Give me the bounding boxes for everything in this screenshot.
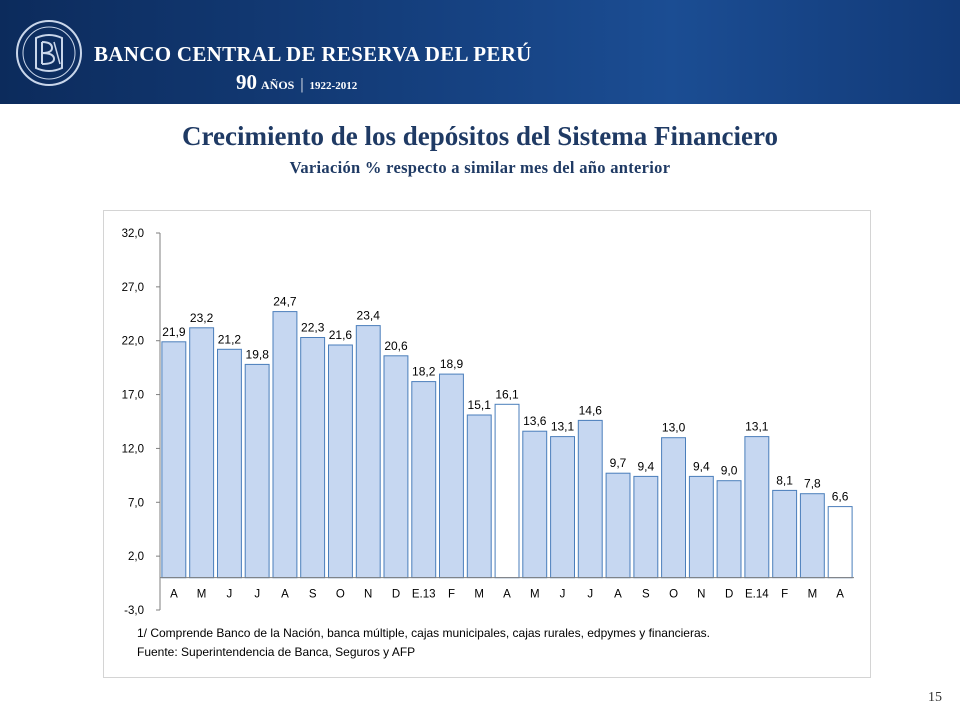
- bank-name: BANCO CENTRAL DE RESERVA DEL PERÚ: [94, 42, 532, 66]
- x-tick-label: M: [530, 589, 540, 601]
- anniversary-separator: |: [300, 76, 304, 93]
- x-tick-label: M: [197, 589, 207, 601]
- data-label: 15,1: [468, 398, 492, 412]
- bar: [716, 480, 742, 579]
- slide-title: Crecimiento de los depósitos del Sistema…: [182, 121, 778, 151]
- y-tick-label: 22,0: [122, 336, 144, 348]
- bar: [355, 325, 381, 579]
- bar: [633, 475, 659, 579]
- x-tick-label: O: [669, 589, 678, 601]
- data-label: 13,6: [523, 414, 547, 428]
- x-tick-label: F: [781, 589, 788, 601]
- x-tick-label: A: [836, 589, 844, 601]
- bar: [577, 419, 603, 579]
- bar: [605, 472, 631, 579]
- bar: [272, 311, 298, 579]
- slide-subtitle: Variación % respecto a similar mes del a…: [289, 158, 671, 177]
- data-label: 18,9: [440, 357, 464, 371]
- bar: [328, 344, 353, 579]
- x-tick-label: A: [170, 589, 178, 601]
- chart-frame: 21,9 A 23,2 M 21,2 J 19,8 J 24,7 A 22,3 S 21,6 O 23,4 N…: [103, 210, 871, 678]
- data-label: 8,1: [776, 473, 793, 487]
- x-tick-label: A: [281, 589, 289, 601]
- x-tick-label: N: [697, 589, 705, 601]
- bar: [411, 381, 437, 579]
- deposits-growth-chart: 21,9 A 23,2 M 21,2 J 19,8 J 24,7 A 22,3 S 21,6 O 23,4 N…: [122, 228, 854, 617]
- data-label: 14,6: [579, 403, 603, 417]
- page-number: 15: [928, 690, 942, 705]
- x-tick-label: D: [725, 589, 733, 601]
- data-label: 23,2: [190, 311, 214, 325]
- data-label: 9,4: [693, 459, 710, 473]
- bar: [189, 327, 215, 579]
- bar: [688, 475, 714, 579]
- data-label: 21,6: [329, 328, 353, 342]
- x-tick-label: E.13: [412, 589, 436, 601]
- data-label: 19,8: [246, 347, 270, 361]
- x-tick-label: S: [642, 589, 650, 601]
- data-label: 23,4: [357, 309, 381, 323]
- bcrp-seal-logo: [16, 20, 82, 86]
- y-tick-label: 17,0: [122, 390, 144, 402]
- bar: [244, 363, 270, 579]
- anniversary-years: 1922-2012: [309, 80, 358, 92]
- data-label: 13,1: [551, 420, 575, 434]
- data-label: 13,1: [745, 420, 769, 434]
- x-tick-label: E.14: [745, 589, 769, 601]
- x-tick-label: J: [227, 589, 233, 601]
- x-tick-label: O: [336, 589, 345, 601]
- bar: [300, 337, 326, 579]
- data-label: 6,6: [832, 490, 849, 504]
- header-band: BANCO CENTRAL DE RESERVA DEL PERÚ 90 AÑOS…: [0, 0, 960, 104]
- bar: [217, 348, 242, 579]
- data-label: 21,9: [162, 325, 186, 339]
- x-tick-label: M: [474, 589, 484, 601]
- bar: [744, 436, 770, 579]
- anniversary-tagline: 90 AÑOS | 1922-2012: [236, 70, 357, 95]
- x-tick-label: N: [364, 589, 372, 601]
- y-tick-label: -3,0: [124, 605, 144, 617]
- bar: [161, 341, 187, 579]
- data-label: 13,0: [662, 421, 686, 435]
- anniversary-number: 90: [236, 70, 257, 94]
- bar: [827, 506, 853, 579]
- data-label: 20,6: [384, 339, 408, 353]
- x-tick-label: S: [309, 589, 317, 601]
- bar: [550, 436, 576, 579]
- x-tick-label: J: [254, 589, 260, 601]
- data-label: 21,2: [218, 332, 242, 346]
- bar: [661, 437, 686, 579]
- x-tick-label: A: [503, 589, 511, 601]
- y-tick-label: 2,0: [128, 551, 144, 563]
- bar: [383, 355, 409, 579]
- data-label: 9,0: [721, 464, 738, 478]
- data-label: 9,4: [637, 459, 654, 473]
- y-tick-label: 32,0: [122, 228, 144, 240]
- bar: [522, 430, 548, 579]
- x-tick-label: F: [448, 589, 455, 601]
- x-tick-label: J: [587, 589, 593, 601]
- bar: [494, 403, 520, 579]
- data-label: 9,7: [610, 456, 627, 470]
- data-label: 24,7: [273, 295, 297, 309]
- data-label: 22,3: [301, 321, 325, 335]
- bar: [466, 414, 492, 579]
- bar: [799, 493, 825, 579]
- chart-source: Fuente: Superintendencia de Banca, Segur…: [137, 645, 416, 659]
- bar: [772, 489, 798, 579]
- x-tick-label: M: [808, 589, 818, 601]
- chart-footnote: 1/ Comprende Banco de la Nación, banca m…: [137, 626, 710, 640]
- bar: [439, 373, 464, 579]
- x-tick-label: D: [392, 589, 400, 601]
- data-label: 16,1: [495, 387, 519, 401]
- y-tick-label: 27,0: [122, 282, 144, 294]
- data-label: 7,8: [804, 477, 821, 491]
- data-label: 18,2: [412, 365, 436, 379]
- x-tick-label: J: [560, 589, 566, 601]
- x-tick-label: A: [614, 589, 622, 601]
- y-tick-label: 12,0: [122, 443, 144, 455]
- anniversary-word: AÑOS: [261, 78, 295, 92]
- y-tick-label: 7,0: [128, 497, 144, 509]
